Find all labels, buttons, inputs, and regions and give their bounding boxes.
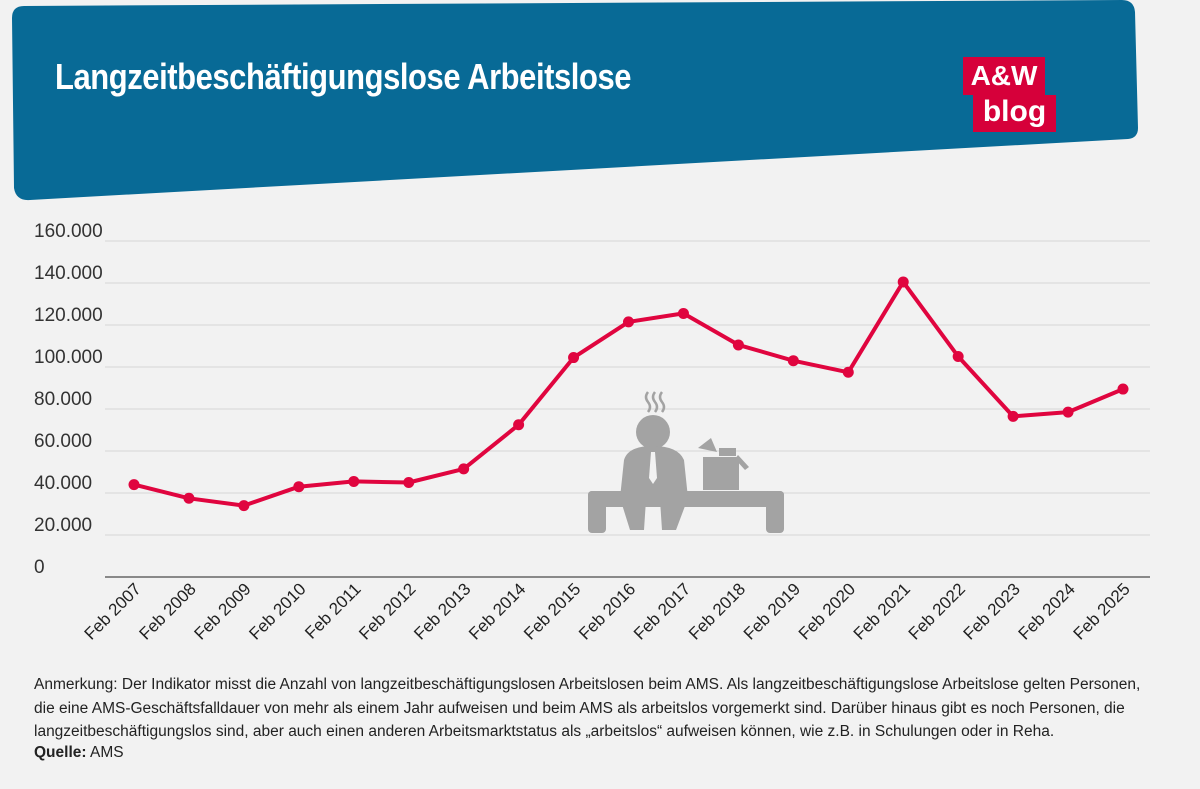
data-point[interactable] bbox=[1117, 383, 1129, 395]
data-point[interactable] bbox=[458, 463, 470, 475]
x-tick-label: Feb 2018 bbox=[685, 579, 749, 643]
x-tick-label: Feb 2017 bbox=[630, 579, 694, 643]
x-tick-label: Feb 2007 bbox=[81, 579, 145, 643]
data-point[interactable] bbox=[623, 316, 634, 328]
page-title: Langzeitbeschäftigungslose Arbeitslose bbox=[55, 56, 632, 97]
source-line: Quelle: AMS bbox=[34, 744, 124, 762]
data-point[interactable] bbox=[677, 307, 689, 319]
y-axis-ticks: 0 20.000 40.000 60.000 80.000 100.000 120.000 1… bbox=[34, 221, 103, 578]
x-tick-label: Feb 2019 bbox=[740, 579, 804, 643]
y-tick-label: 140.000 bbox=[34, 263, 103, 284]
source-value: AMS bbox=[90, 744, 124, 761]
data-point[interactable] bbox=[183, 492, 195, 504]
y-tick-label: 100.000 bbox=[34, 347, 103, 368]
data-point[interactable] bbox=[348, 475, 360, 487]
data-point[interactable] bbox=[897, 276, 909, 288]
y-tick-label: 120.000 bbox=[34, 305, 103, 326]
x-tick-label: Feb 2010 bbox=[245, 579, 309, 643]
x-tick-label: Feb 2022 bbox=[905, 579, 969, 643]
y-tick-label: 40.000 bbox=[34, 473, 92, 494]
aw-blog-logo[interactable]: A&W blog bbox=[963, 57, 1056, 132]
data-point[interactable] bbox=[513, 419, 525, 431]
data-point[interactable] bbox=[238, 500, 250, 512]
data-point[interactable] bbox=[293, 481, 305, 493]
y-tick-label: 60.000 bbox=[34, 431, 92, 452]
data-point[interactable] bbox=[403, 477, 415, 488]
data-point[interactable] bbox=[842, 366, 854, 378]
y-tick-label: 160.000 bbox=[34, 221, 103, 242]
x-tick-label: Feb 2024 bbox=[1015, 579, 1079, 643]
x-tick-label: Feb 2013 bbox=[410, 579, 474, 643]
data-point[interactable] bbox=[128, 479, 140, 491]
x-tick-label: Feb 2021 bbox=[850, 579, 914, 643]
footnote-line: die eine AMS-Geschäftsfalldauer von mehr… bbox=[34, 699, 1125, 717]
y-tick-label: 80.000 bbox=[34, 389, 92, 410]
x-tick-label: Feb 2015 bbox=[520, 579, 584, 643]
x-tick-label: Feb 2012 bbox=[355, 579, 419, 643]
x-tick-label: Feb 2009 bbox=[190, 579, 254, 643]
footnote: Anmerkung: Der Indikator misst die Anzah… bbox=[34, 673, 1174, 744]
x-tick-label: Feb 2023 bbox=[960, 579, 1024, 643]
header-banner bbox=[12, 0, 1138, 201]
data-point[interactable] bbox=[568, 352, 580, 364]
x-tick-label: Feb 2014 bbox=[465, 579, 529, 643]
source-label: Quelle: bbox=[34, 744, 87, 761]
x-tick-label: Feb 2011 bbox=[301, 579, 364, 642]
data-points bbox=[128, 276, 1129, 512]
x-tick-label: Feb 2016 bbox=[575, 579, 639, 643]
unemployed-person-on-bench-icon bbox=[588, 391, 784, 533]
logo-line1: A&W bbox=[963, 57, 1045, 95]
data-point[interactable] bbox=[952, 351, 964, 362]
data-point[interactable] bbox=[1062, 406, 1074, 418]
y-tick-label: 0 bbox=[34, 557, 45, 578]
x-tick-label: Feb 2008 bbox=[136, 579, 200, 643]
x-tick-label: Feb 2020 bbox=[795, 579, 859, 643]
footnote-line: langzeitbeschäftigungslos sind, aber auc… bbox=[34, 723, 1055, 740]
data-point[interactable] bbox=[787, 355, 799, 367]
y-tick-label: 20.000 bbox=[34, 515, 92, 536]
x-tick-label: Feb 2025 bbox=[1070, 579, 1134, 643]
footnote-line: Anmerkung: Der Indikator misst die Anzah… bbox=[34, 676, 1141, 693]
data-point[interactable] bbox=[1007, 410, 1019, 422]
logo-line2: blog bbox=[973, 95, 1056, 132]
data-point[interactable] bbox=[732, 339, 744, 351]
